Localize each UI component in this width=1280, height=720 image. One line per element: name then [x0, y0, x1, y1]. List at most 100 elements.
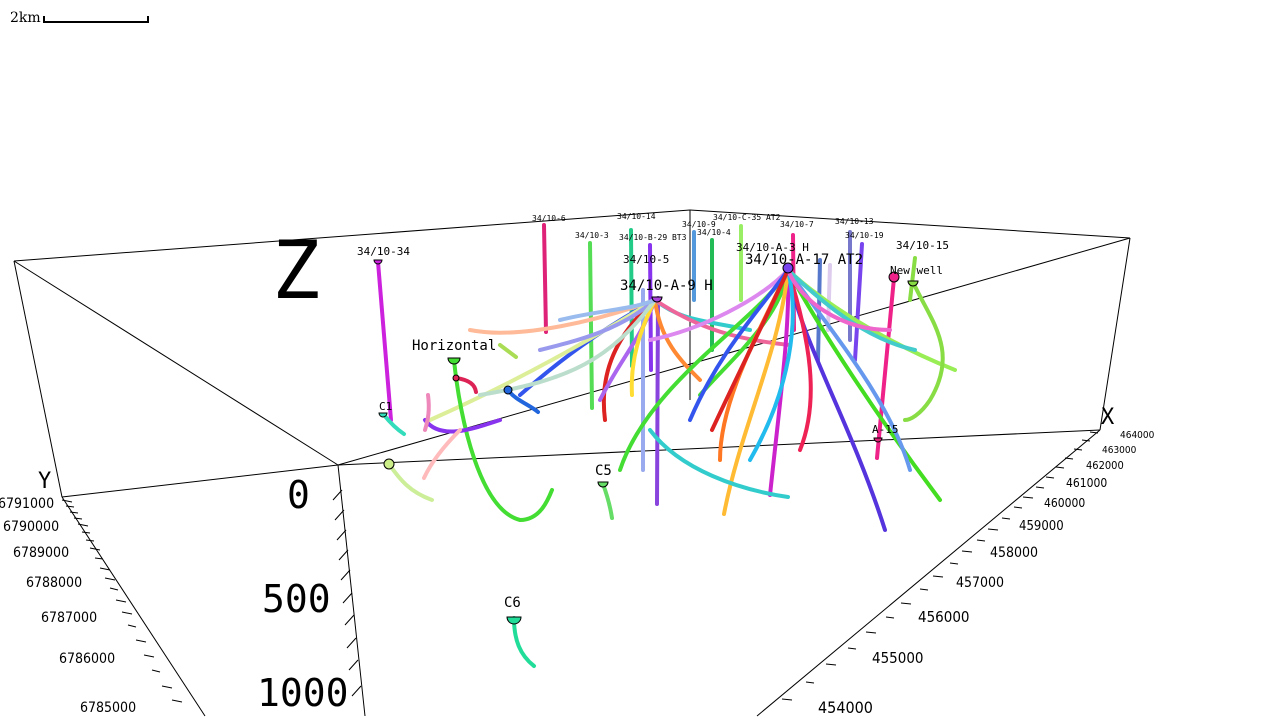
well-trajectory	[542, 223, 548, 334]
well-trajectory	[629, 298, 657, 397]
x-axis-title: X	[1101, 405, 1115, 430]
well-trajectory	[428, 298, 657, 422]
wellhead-marker	[873, 437, 883, 443]
well-trajectory	[648, 268, 790, 342]
y-tick-label: 6787000	[41, 610, 97, 626]
well-label: 34/10-3	[575, 231, 609, 240]
z-axis-title: Z	[272, 224, 320, 317]
well-trajectory	[423, 393, 431, 432]
wellhead-markers	[373, 259, 919, 625]
well-trajectory	[452, 358, 554, 523]
scale-bar-label: 2km	[10, 10, 41, 26]
wellhead-marker	[651, 296, 663, 303]
x-tick-label: 457000	[956, 575, 1004, 591]
well-trajectory	[710, 268, 790, 432]
well-trajectory	[853, 242, 864, 362]
z-tick-0: 0	[287, 473, 310, 517]
y-tick-label: 6790000	[3, 519, 59, 535]
well-label: 34/10-14	[617, 212, 656, 221]
well-trajectory	[498, 343, 518, 359]
well-trajectory	[653, 298, 702, 382]
x-tick-label: 455000	[872, 649, 924, 667]
well-trajectory	[655, 296, 660, 506]
well-trajectory	[826, 263, 832, 332]
well-label: 34/10-9	[682, 220, 716, 229]
x-tick-label: 458000	[990, 545, 1038, 561]
well-label: C1	[379, 400, 392, 413]
wellhead-marker	[452, 374, 460, 382]
x-tick-label: 456000	[918, 608, 970, 626]
z-axis-ticks	[332, 489, 362, 697]
well-trajectory	[768, 268, 791, 497]
well-trajectory	[786, 268, 813, 452]
well-label: A-15	[872, 423, 899, 436]
well-label: 34/10-13	[835, 217, 874, 226]
y-axis-ticks	[61, 499, 183, 703]
x-tick-label: 463000	[1102, 445, 1137, 456]
z-tick-1000: 1000	[257, 671, 349, 715]
well-trajectory	[786, 268, 917, 352]
well-trajectory	[382, 413, 406, 436]
well-trajectory	[558, 298, 657, 322]
well-label: 34/10-B-29 BT3	[619, 233, 687, 242]
well-trajectory	[422, 428, 462, 480]
x-tick-label: 462000	[1086, 459, 1124, 472]
wellhead-marker	[888, 271, 900, 283]
well-label: 34/10-A-9 H	[620, 278, 713, 294]
x-tick-label: 454000	[818, 698, 873, 717]
scale-bar-line	[42, 16, 149, 23]
well-trajectory	[512, 616, 536, 668]
well-trajectory	[601, 298, 657, 422]
y-tick-label: 6791000	[0, 496, 54, 512]
well-label: New well	[890, 264, 943, 277]
y-tick-label: 6785000	[80, 700, 136, 716]
z-tick-500: 500	[262, 577, 331, 621]
well-label: 34/10-C-35 AT2	[713, 213, 781, 222]
x-tick-label: 459000	[1019, 519, 1064, 534]
well-label: 34/10-4	[697, 228, 731, 237]
well-trajectory	[903, 280, 945, 422]
well-label: 34/10-6	[532, 214, 566, 223]
well-label: 34/10-5	[623, 253, 669, 266]
scale-bar: 2km	[10, 10, 149, 26]
well-trajectory	[387, 462, 434, 502]
y-tick-label: 6788000	[26, 575, 82, 591]
well-trajectory	[786, 268, 892, 332]
wellhead-marker	[378, 412, 388, 418]
x-tick-label: 460000	[1044, 496, 1085, 510]
well-trajectory	[688, 268, 790, 422]
well-trajectory	[588, 241, 594, 410]
well-label: 34/10-A-3 H	[736, 241, 809, 254]
bounding-box	[13, 209, 1131, 717]
wellhead-marker	[373, 259, 383, 265]
y-tick-label: 6786000	[59, 651, 115, 667]
x-tick-label: 464000	[1120, 430, 1155, 441]
well-trajectory	[648, 428, 790, 499]
wellhead-marker	[597, 481, 609, 488]
well-label: C6	[504, 595, 521, 611]
well-trajectory	[748, 268, 795, 462]
wellhead-marker	[383, 458, 395, 470]
well-label: 34/10-15	[896, 239, 949, 252]
well-trajectory	[376, 260, 393, 422]
well-label: 34/10-A-17 AT2	[745, 252, 863, 268]
well-label: 34/10-7	[780, 220, 814, 229]
well-label: 34/10-19	[845, 231, 884, 240]
wellhead-marker	[782, 262, 794, 274]
y-tick-label: 6789000	[13, 545, 69, 561]
wellhead-marker	[506, 616, 522, 625]
well-trajectory	[908, 256, 917, 302]
well-label: 34/10-34	[357, 245, 410, 258]
well-trajectories	[376, 223, 957, 668]
well-labels: 34/10-34 34/10-6 34/10-14 34/10-3 34/10-…	[357, 212, 949, 611]
wellhead-marker	[447, 357, 461, 365]
well-label: Horizontal	[412, 338, 496, 354]
well-trajectory	[538, 298, 657, 352]
well-trajectory	[875, 276, 896, 460]
well-trajectory	[601, 482, 614, 520]
y-axis-title: Y	[38, 469, 51, 494]
wellhead-marker	[503, 385, 513, 395]
x-axis-ticks	[781, 431, 1099, 701]
well-label: C5	[595, 463, 612, 479]
